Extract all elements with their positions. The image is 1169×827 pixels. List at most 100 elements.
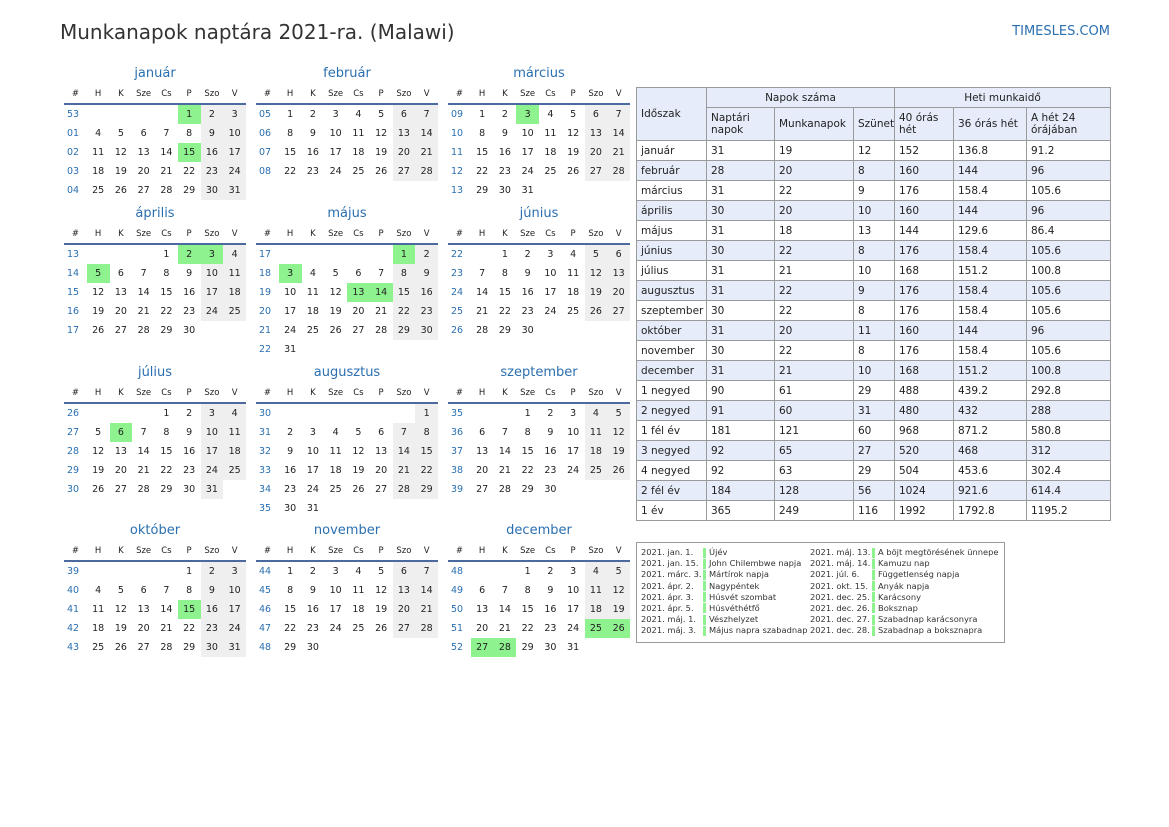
day-cell: 13 xyxy=(584,124,608,143)
value-cell: 1992 xyxy=(894,500,954,521)
holiday-date: 2021. dec. 26. xyxy=(810,602,870,613)
weekday-header: H xyxy=(470,84,494,105)
day-cell: 31 xyxy=(521,185,534,196)
holiday-marker xyxy=(872,625,875,636)
day-cell: 6 xyxy=(392,104,416,124)
day-cell: 18 xyxy=(306,306,319,317)
weekday-header: P xyxy=(561,224,585,245)
day-cell: 18 xyxy=(223,442,246,461)
day-cell: 15 xyxy=(177,600,201,619)
day-cell: 4 xyxy=(309,268,316,279)
day-cell: 12 xyxy=(607,423,630,442)
day-cell xyxy=(324,638,347,657)
weekday-header: P xyxy=(561,541,585,562)
holiday-marker xyxy=(703,603,706,614)
day-cell: 1 xyxy=(163,408,170,419)
day-cell: 11 xyxy=(584,581,608,600)
day-cell: 21 xyxy=(607,143,630,162)
day-cell: 26 xyxy=(92,325,105,336)
day-cell xyxy=(607,181,630,200)
period-header: Időszak xyxy=(636,87,707,141)
day-cell: 9 xyxy=(501,128,508,139)
weekday-header: # xyxy=(64,383,87,404)
day-cell: 6 xyxy=(140,128,147,139)
week-number: 12 xyxy=(451,166,464,177)
week-number: 30 xyxy=(67,484,80,495)
day-cell: 20 xyxy=(607,283,630,302)
day-cell: 7 xyxy=(163,585,170,596)
day-cell: 16 xyxy=(544,446,557,457)
weekday-header: H xyxy=(86,224,110,245)
day-cell xyxy=(302,403,325,423)
day-cell: 19 xyxy=(92,465,105,476)
week-number: 51 xyxy=(451,623,464,634)
week-number: 49 xyxy=(451,585,464,596)
holiday-name: Húsvét szombat xyxy=(709,591,777,602)
holiday-date: 2021. dec. 27. xyxy=(810,614,870,625)
day-cell xyxy=(415,499,438,518)
weekday-header: K xyxy=(493,224,517,245)
day-cell: 29 xyxy=(183,642,196,653)
day-cell xyxy=(87,561,110,581)
value-cell: 96 xyxy=(1025,160,1112,181)
week-number: 02 xyxy=(67,147,80,158)
day-cell: 18 xyxy=(352,147,365,158)
weekday-header: Sze xyxy=(516,84,539,105)
col-header: 36 órás hét xyxy=(953,107,1027,141)
holiday-name: Május napra szabadnap xyxy=(709,625,808,636)
weekday-header: Sze xyxy=(324,383,347,404)
day-cell: 24 xyxy=(329,623,342,634)
stats-row: 2 negyed 91 60 31 480 432 288 xyxy=(636,400,1112,421)
stats-row: december 31 21 10 168 151.2 100.8 xyxy=(636,360,1112,381)
day-cell: 7 xyxy=(415,104,438,124)
day-cell: 16 xyxy=(284,465,297,476)
day-cell: 22 xyxy=(160,306,173,317)
day-cell: 21 xyxy=(415,600,438,619)
holiday-list: 2021. jan. 1. Újév 2021. jan. 15. John Chil… xyxy=(636,542,1005,643)
brand-link[interactable]: TIMESLES.COM xyxy=(1012,24,1110,39)
value-cell: 453.6 xyxy=(953,460,1027,481)
value-cell: 29 xyxy=(853,380,895,401)
value-cell: 31 xyxy=(853,400,895,421)
day-cell: 3 xyxy=(332,566,339,577)
day-cell: 20 xyxy=(476,623,489,634)
month-name: május xyxy=(327,206,367,221)
day-cell: 9 xyxy=(200,581,224,600)
week-number: 16 xyxy=(67,306,80,317)
day-cell: 15 xyxy=(521,446,534,457)
value-cell: 31 xyxy=(706,220,775,241)
day-cell: 7 xyxy=(140,268,147,279)
day-cell: 21 xyxy=(476,306,489,317)
day-cell: 4 xyxy=(570,249,577,260)
day-cell: 4 xyxy=(95,128,102,139)
day-cell: 11 xyxy=(544,128,557,139)
day-cell: 11 xyxy=(329,446,342,457)
day-cell: 24 xyxy=(306,484,319,495)
weekday-header: K xyxy=(493,383,517,404)
day-cell: 2 xyxy=(309,109,316,120)
holiday-name: Mártírok napja xyxy=(709,569,769,580)
day-cell: 27 xyxy=(114,484,127,495)
day-cell: 7 xyxy=(378,268,385,279)
holiday-name: Nagypéntek xyxy=(709,580,760,591)
day-cell: 20 xyxy=(392,600,416,619)
day-cell: 14 xyxy=(415,124,438,143)
value-cell: 10 xyxy=(853,200,895,221)
day-cell: 21 xyxy=(160,623,173,634)
day-cell: 24 xyxy=(223,162,246,181)
day-cell xyxy=(223,480,246,499)
holiday-name: Karácsony xyxy=(878,591,922,602)
day-cell: 25 xyxy=(544,166,557,177)
weekday-header: P xyxy=(177,541,201,562)
value-cell: 312 xyxy=(1025,440,1112,461)
value-cell: 91 xyxy=(706,400,775,421)
day-cell: 18 xyxy=(352,604,365,615)
month-name: június xyxy=(519,206,559,221)
day-cell: 10 xyxy=(223,124,246,143)
day-cell: 9 xyxy=(524,268,531,279)
day-cell: 7 xyxy=(479,268,486,279)
value-cell: 29 xyxy=(853,460,895,481)
day-cell: 15 xyxy=(284,147,297,158)
weekday-header: P xyxy=(561,383,585,404)
day-cell: 12 xyxy=(375,585,388,596)
